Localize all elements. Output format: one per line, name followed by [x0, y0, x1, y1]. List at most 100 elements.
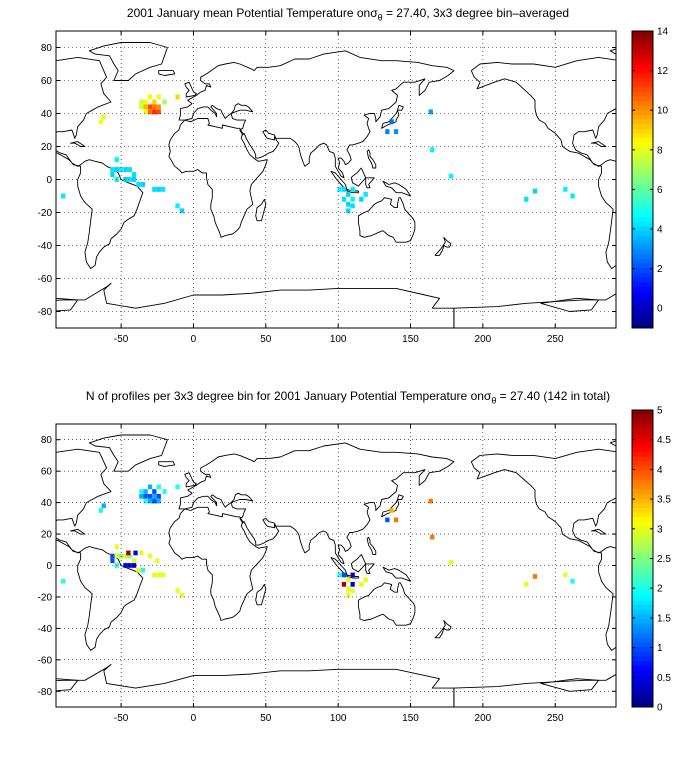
colorbar-segment	[632, 414, 653, 420]
data-cell	[152, 186, 157, 192]
coastline	[158, 70, 176, 76]
grid	[56, 31, 616, 328]
coastline	[397, 494, 404, 500]
title-prefix: 2001 January mean Potential Temperature …	[126, 6, 371, 20]
chart-title: N of profiles per 3x3 degree bin for 200…	[0, 389, 696, 405]
colorbar-segment	[632, 300, 653, 306]
data-cell	[350, 203, 355, 209]
colorbar-tick-label: 2	[657, 584, 663, 595]
colorbar-segment	[632, 544, 653, 550]
colorbar-segment	[632, 290, 653, 296]
colorbar-segment	[632, 77, 653, 83]
coastline	[184, 81, 197, 98]
x-tick-label: 250	[547, 334, 564, 345]
colorbar-segment	[632, 72, 653, 78]
colorbar-segment	[632, 488, 653, 494]
data-cell	[175, 484, 180, 490]
coastline	[255, 198, 267, 222]
colorbar-segment	[632, 669, 653, 675]
colorbar-segment	[632, 156, 653, 162]
colorbar: 0 2 4 6 8 10 12 14	[631, 27, 669, 329]
data-cell	[152, 99, 157, 105]
coastline	[168, 118, 268, 238]
data-cell	[61, 578, 66, 584]
chart-title: 2001 January mean Potential Temperature …	[0, 6, 696, 22]
y-tick-label: -40	[38, 241, 53, 252]
coastline	[56, 678, 79, 692]
colorbar-tick-label: 8	[657, 145, 663, 156]
data-cell	[341, 572, 347, 578]
colorbar-segment	[632, 609, 653, 615]
data-cell	[123, 563, 128, 568]
colorbar-segment	[632, 456, 653, 462]
colorbar-segment	[632, 174, 653, 180]
data-cell	[133, 550, 138, 556]
data-cell	[155, 558, 160, 564]
data-cell	[156, 494, 161, 499]
x-tick-label: 150	[402, 713, 419, 724]
y-tick-label: -80	[38, 687, 53, 698]
grid	[56, 424, 616, 707]
data-cell	[363, 191, 368, 197]
x-tick-label: 50	[260, 713, 272, 724]
colorbar-segment	[632, 323, 653, 329]
data-cell	[147, 553, 153, 559]
data-cell	[127, 563, 132, 568]
data-cell	[389, 508, 394, 513]
colorbar-segment	[632, 423, 653, 429]
data-cell	[132, 563, 137, 568]
colorbar-segment	[632, 628, 653, 634]
colorbar-frame	[631, 30, 654, 329]
coastline	[470, 56, 616, 270]
data-cell	[132, 177, 137, 182]
coastline	[470, 448, 616, 651]
data-cell	[428, 109, 433, 115]
data-cell	[98, 508, 103, 513]
title-suffix: = 27.40, 3x3 degree bin–averaged	[382, 6, 570, 20]
y-tick-label: 20	[41, 530, 53, 541]
data-cell	[118, 167, 124, 172]
coastline	[56, 448, 144, 651]
colorbar-segment	[632, 567, 653, 573]
y-tick-label: 40	[41, 498, 53, 509]
coastline	[397, 104, 404, 111]
profile-count-map-panel: N of profiles per 3x3 degree bin for 200…	[0, 380, 696, 760]
y-tick-label: 60	[41, 467, 53, 478]
colorbar-segment	[632, 595, 653, 601]
data-cell	[393, 129, 399, 135]
colorbar-segment	[632, 470, 653, 476]
colorbar-segment	[632, 207, 653, 213]
data-cell	[179, 593, 184, 598]
colorbar-segment	[632, 679, 653, 685]
colorbar-segment	[632, 646, 653, 652]
colorbar-tick-label: 2	[657, 264, 663, 275]
data-cell	[147, 484, 153, 490]
data-cell	[359, 196, 364, 202]
colorbar-segment	[632, 618, 653, 624]
colorbar-segment	[632, 419, 653, 425]
colorbar-segment	[632, 604, 653, 610]
colorbar-segment	[632, 160, 653, 166]
colorbar-segment	[632, 539, 653, 545]
colorbar-segment	[632, 202, 653, 208]
data-cell	[346, 577, 351, 582]
colorbar-segment	[632, 44, 653, 50]
x-tick-label: 150	[402, 334, 419, 345]
colorbar-segment	[632, 447, 653, 453]
x-tick-label: -50	[114, 713, 129, 724]
data-cell	[430, 534, 435, 540]
y-tick-label: 20	[41, 142, 53, 153]
data-cell	[524, 196, 529, 202]
colorbar-segment	[632, 572, 653, 578]
colorbar-segment	[632, 184, 653, 190]
data-cell	[110, 553, 115, 559]
coastline	[178, 442, 455, 565]
colorbar-segment	[632, 188, 653, 194]
coastline	[453, 293, 616, 328]
y-tick-label: -20	[38, 208, 53, 219]
y-tick-label: 80	[41, 43, 53, 54]
coastlines	[56, 434, 616, 707]
colorbar-segment	[632, 82, 653, 88]
colorbar-segment	[632, 512, 653, 518]
